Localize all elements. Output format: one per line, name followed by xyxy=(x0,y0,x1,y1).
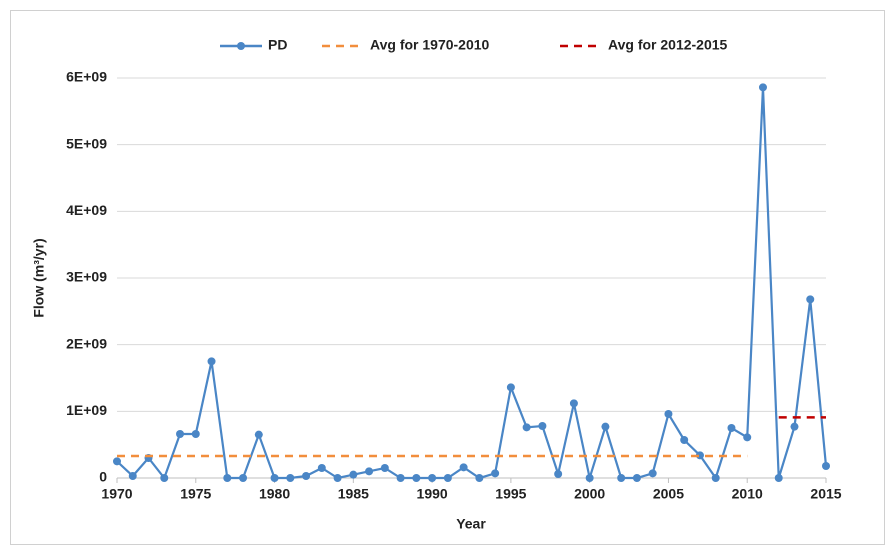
data-point xyxy=(302,472,311,480)
data-point xyxy=(254,430,263,439)
data-point xyxy=(443,474,452,482)
data-point xyxy=(176,430,185,438)
data-point xyxy=(774,474,783,482)
data-point xyxy=(648,469,657,478)
data-point xyxy=(758,83,767,92)
data-point xyxy=(317,464,326,472)
data-point xyxy=(475,474,484,482)
y-tick-label: 0 xyxy=(99,469,107,485)
data-point xyxy=(128,472,137,480)
data-point xyxy=(380,464,389,472)
x-axis-title: Year xyxy=(456,516,486,532)
data-point xyxy=(601,422,610,431)
x-tick-label: 1980 xyxy=(259,486,290,502)
data-point xyxy=(113,457,121,466)
data-point xyxy=(191,430,200,438)
y-tick-label: 5E+09 xyxy=(66,135,107,151)
y-tick-label: 1E+09 xyxy=(66,402,107,418)
legend-label: Avg for 2012-2015 xyxy=(608,37,728,53)
y-tick-label: 4E+09 xyxy=(66,202,107,218)
data-point xyxy=(506,383,515,392)
data-point xyxy=(333,474,342,482)
x-tick-label: 2005 xyxy=(653,486,684,502)
data-point xyxy=(743,433,752,442)
legend-label: Avg for 1970-2010 xyxy=(370,37,490,53)
data-point xyxy=(664,410,673,418)
data-point xyxy=(585,474,594,482)
data-point xyxy=(632,474,641,482)
data-point xyxy=(396,474,405,482)
data-point xyxy=(239,474,248,482)
data-point xyxy=(695,451,704,460)
data-point xyxy=(569,399,578,408)
data-point xyxy=(160,474,169,482)
data-point xyxy=(711,474,720,482)
x-tick-label: 1985 xyxy=(338,486,369,502)
data-point xyxy=(538,422,547,430)
y-axis-title: Flow (m³/yr) xyxy=(31,238,47,317)
legend-marker xyxy=(237,42,245,50)
data-point xyxy=(491,469,500,478)
data-point xyxy=(207,357,216,366)
y-tick-label: 2E+09 xyxy=(66,335,107,351)
data-point xyxy=(790,422,799,431)
legend-label: PD xyxy=(268,37,287,53)
x-tick-label: 1975 xyxy=(180,486,211,502)
y-tick-label: 3E+09 xyxy=(66,269,107,285)
data-point xyxy=(617,474,626,482)
data-point xyxy=(806,295,815,304)
data-point xyxy=(554,470,563,478)
data-point xyxy=(270,474,279,482)
x-tick-label: 1970 xyxy=(101,486,132,502)
data-point xyxy=(727,424,736,432)
data-point xyxy=(822,462,830,470)
data-point xyxy=(412,474,421,482)
data-point xyxy=(522,423,531,432)
x-tick-label: 2000 xyxy=(574,486,605,502)
y-tick-label: 6E+09 xyxy=(66,69,107,85)
data-point xyxy=(286,474,295,482)
data-point xyxy=(428,474,437,482)
x-tick-label: 1995 xyxy=(495,486,526,502)
data-point xyxy=(365,467,374,476)
x-tick-label: 1990 xyxy=(417,486,448,502)
series-line xyxy=(116,87,828,483)
data-point xyxy=(349,470,358,479)
data-point xyxy=(223,474,232,482)
data-point xyxy=(680,436,689,444)
data-point xyxy=(459,463,468,472)
x-tick-label: 2010 xyxy=(732,486,763,502)
x-tick-label: 2015 xyxy=(810,486,841,502)
